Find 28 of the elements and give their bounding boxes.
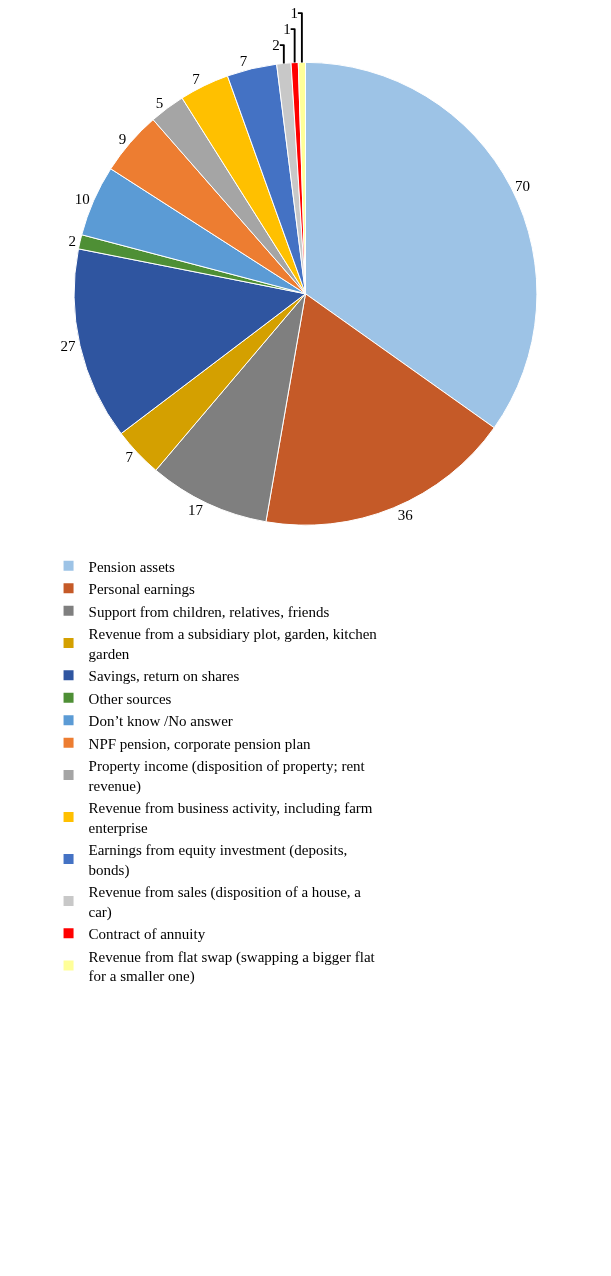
legend-label: Earnings from equity investment (deposits, bonds) [88,842,348,879]
legend-label: Other sources [88,690,172,707]
data-label: 10 [74,191,90,208]
data-label: 5 [155,95,164,112]
legend-label: Pension assets [88,558,175,575]
data-label: 1 [290,5,298,22]
legend-label: Revenue from sales (disposition of a house, a car) [88,884,362,921]
data-label: 9 [118,131,127,148]
data-label: 27 [60,338,76,355]
data-label: 7 [239,53,248,70]
legend-label: NPF pension, corporate pension plan [88,735,312,752]
legend-label: Savings, return on shares [88,668,240,685]
legend-label: Contract of annuity [88,926,206,943]
data-label: 7 [192,71,201,88]
data-label: 36 [397,506,414,523]
data-label: 1 [283,21,291,38]
legend-label: Support from children, relatives, friends [88,603,330,620]
data-label: 7 [125,448,134,465]
legend-label: Personal earnings [88,581,195,598]
data-label: 17 [187,501,204,518]
data-label: 2 [272,37,280,54]
legend-label: Revenue from flat swap (swapping a bigger flat for a smaller one) [88,948,376,986]
legend-label: Don’t know /No answer [88,713,233,730]
legend-label: Revenue from a subsidiary plot, garden, kitchen garden [88,626,378,662]
legend-label: Revenue from business activity, including farm enterprise [88,800,373,836]
legend-label: Property income (disposition of property; rent revenue) [88,758,366,795]
data-label: 70 [515,177,531,194]
data-label: 2 [68,233,76,250]
